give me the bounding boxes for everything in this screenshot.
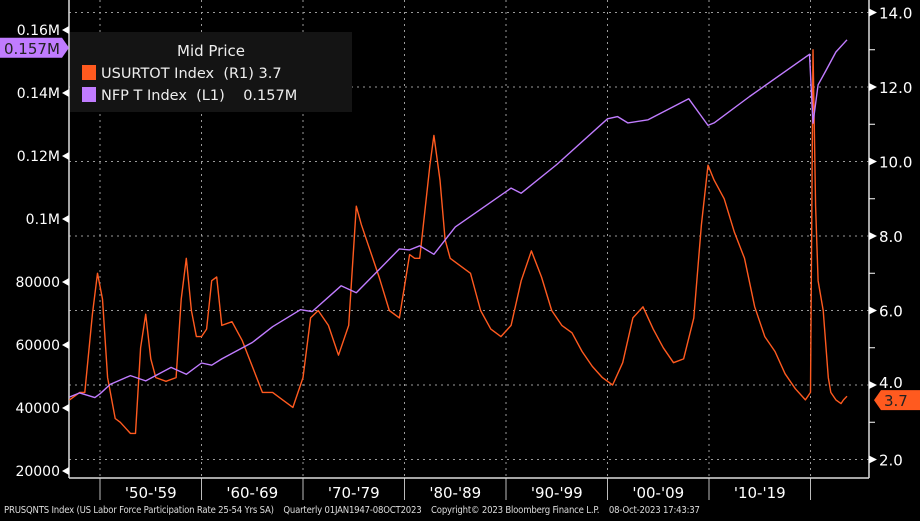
right-axis-tick-label: 14.0 bbox=[879, 5, 912, 23]
series-line-usurtot bbox=[69, 49, 848, 435]
legend-entry-usurtot: USURTOT Index (R1) 3.7 bbox=[82, 65, 282, 82]
footer-timestamp: 08-Oct-2023 17:43:37 bbox=[608, 505, 700, 516]
footer-copyright: Copyright© 2023 Bloomberg Finance L.P. bbox=[431, 505, 600, 516]
right-last-value-label: 3.7 bbox=[884, 392, 908, 410]
legend-label: USURTOT Index (R1) bbox=[101, 66, 254, 82]
right-axis-tick bbox=[869, 157, 877, 166]
right-axis-tick-label: 8.0 bbox=[879, 228, 903, 246]
x-axis-tick-label: '90-'99 bbox=[531, 484, 583, 502]
legend: Mid Price USURTOT Index (R1) 3.7 NFP T I… bbox=[70, 32, 352, 112]
right-axis-tick-label: 2.0 bbox=[879, 452, 903, 470]
left-axis-tick bbox=[62, 467, 69, 475]
legend-swatch bbox=[82, 65, 96, 80]
left-last-value-marker bbox=[0, 37, 69, 58]
right-axis-tick-label: 12.0 bbox=[879, 79, 912, 97]
x-axis-tick-label: '80-'89 bbox=[429, 484, 481, 502]
right-axis-tick bbox=[869, 232, 877, 240]
left-axis-tick-label: 0.16M bbox=[17, 23, 60, 39]
x-axis-tick-label: '10-'19 bbox=[734, 484, 786, 502]
x-axis-tick-label: '70-'79 bbox=[328, 484, 380, 502]
right-axis-tick-label: 4.0 bbox=[879, 374, 903, 392]
axes: 0.16M 0.14M 0.12M 0.1M 80000 60000 40000 20000 1… bbox=[15, 0, 912, 502]
footer: PRUSQNTS Index (US Labor Force Participa… bbox=[4, 505, 707, 516]
left-axis-tick-label: 0.14M bbox=[17, 86, 60, 102]
right-axis-tick-label: 6.0 bbox=[879, 303, 903, 321]
legend-entry-nfp: NFP T Index (L1) 0.157M bbox=[82, 87, 297, 104]
legend-title: Mid Price bbox=[177, 42, 245, 60]
left-axis-tick-label: 80000 bbox=[15, 275, 60, 291]
series-line-nfp bbox=[69, 39, 848, 399]
left-axis-tick bbox=[62, 89, 69, 97]
left-axis-tick bbox=[62, 215, 69, 223]
right-axis-tick-label: 10.0 bbox=[879, 154, 912, 172]
left-axis-tick bbox=[62, 278, 69, 286]
last-value-markers: 0.157M 3.7 bbox=[0, 37, 920, 411]
right-axis-tick bbox=[869, 83, 877, 91]
left-axis-tick-label: 40000 bbox=[15, 401, 60, 417]
right-last-value-marker bbox=[874, 390, 920, 411]
left-axis-tick-label: 0.1M bbox=[26, 212, 60, 228]
x-axis-tick-label: '50-'59 bbox=[125, 484, 177, 502]
legend-value: 3.7 bbox=[258, 66, 282, 82]
left-axis-tick bbox=[62, 341, 69, 349]
left-axis-tick-label: 60000 bbox=[15, 338, 60, 354]
left-axis-tick bbox=[62, 26, 69, 34]
legend-label: NFP T Index (L1) bbox=[101, 88, 225, 104]
left-axis-tick-label: 0.12M bbox=[17, 149, 60, 165]
left-axis-tick-label: 20000 bbox=[15, 464, 60, 480]
series-lines bbox=[69, 39, 848, 435]
right-axis-tick bbox=[869, 455, 877, 464]
x-axis-tick-label: '00-'09 bbox=[632, 484, 684, 502]
legend-swatch bbox=[82, 87, 96, 102]
x-axis-tick-label: '60-'69 bbox=[226, 484, 278, 502]
footer-description: PRUSQNTS Index (US Labor Force Participa… bbox=[4, 505, 274, 516]
legend-value: 0.157M bbox=[243, 88, 298, 104]
right-axis-tick bbox=[869, 8, 877, 17]
right-axis-tick bbox=[869, 306, 877, 315]
right-axis-tick bbox=[869, 381, 877, 389]
left-axis-tick bbox=[62, 152, 69, 160]
left-last-value-label: 0.157M bbox=[4, 40, 60, 58]
left-axis-tick bbox=[62, 404, 69, 412]
footer-range: Quarterly 01JAN1947-08OCT2023 bbox=[283, 505, 422, 516]
